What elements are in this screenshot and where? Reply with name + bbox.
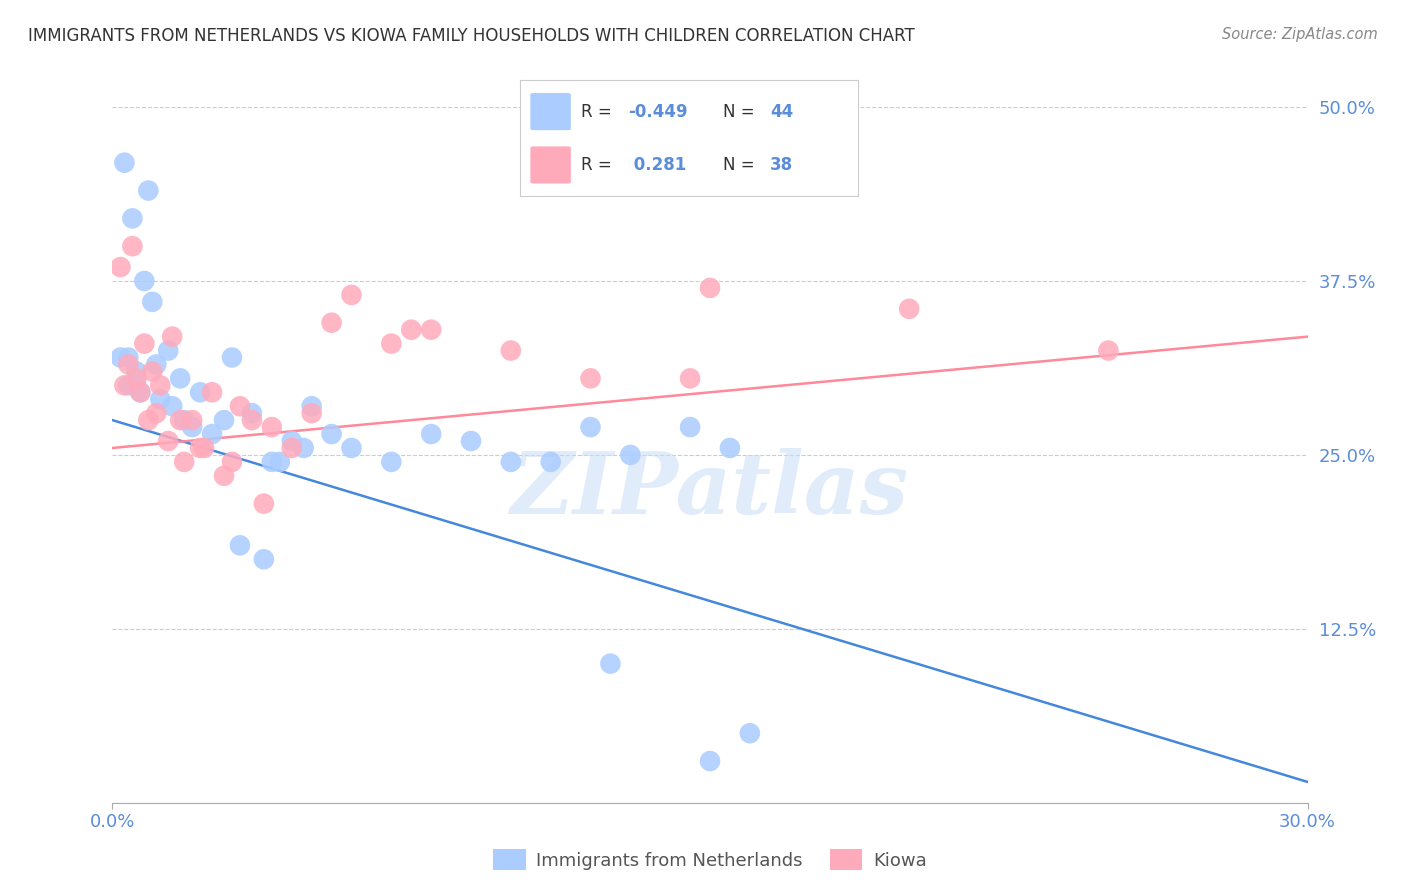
- Point: [240, 413, 263, 427]
- Point: [301, 406, 323, 420]
- Point: [281, 441, 304, 455]
- Point: [212, 468, 235, 483]
- Point: [149, 392, 172, 407]
- Point: [149, 378, 172, 392]
- Text: R =: R =: [581, 103, 617, 120]
- Point: [301, 399, 323, 413]
- Point: [110, 351, 132, 365]
- Text: 44: 44: [770, 103, 793, 120]
- Point: [738, 726, 761, 740]
- Text: R =: R =: [581, 156, 617, 174]
- Point: [117, 378, 139, 392]
- FancyBboxPatch shape: [530, 93, 571, 130]
- Text: ZIPatlas: ZIPatlas: [510, 448, 910, 532]
- Point: [125, 378, 148, 392]
- Text: N =: N =: [723, 103, 759, 120]
- Point: [181, 413, 204, 427]
- Point: [420, 323, 443, 337]
- Point: [212, 413, 235, 427]
- Point: [321, 316, 343, 330]
- Point: [292, 441, 315, 455]
- Point: [619, 448, 641, 462]
- Point: [134, 336, 156, 351]
- Text: 38: 38: [770, 156, 793, 174]
- Point: [599, 657, 621, 671]
- Point: [401, 323, 423, 337]
- Point: [499, 343, 522, 358]
- Point: [162, 329, 183, 343]
- Point: [201, 427, 224, 442]
- Point: [201, 385, 224, 400]
- Point: [579, 420, 602, 434]
- Point: [121, 211, 143, 226]
- Point: [380, 455, 402, 469]
- Text: N =: N =: [723, 156, 759, 174]
- Point: [340, 288, 363, 302]
- Point: [134, 274, 156, 288]
- Point: [173, 455, 195, 469]
- Point: [718, 441, 741, 455]
- Point: [898, 301, 921, 316]
- Point: [157, 434, 180, 448]
- Point: [540, 455, 562, 469]
- Point: [253, 497, 276, 511]
- Point: [173, 413, 195, 427]
- Point: [117, 358, 139, 372]
- Point: [499, 455, 522, 469]
- Point: [114, 378, 135, 392]
- Point: [162, 399, 183, 413]
- Point: [193, 441, 215, 455]
- Text: 0.281: 0.281: [628, 156, 686, 174]
- Point: [321, 427, 343, 442]
- Point: [679, 420, 702, 434]
- Point: [110, 260, 132, 274]
- Text: Source: ZipAtlas.com: Source: ZipAtlas.com: [1222, 27, 1378, 42]
- Point: [141, 364, 163, 378]
- Point: [679, 371, 702, 385]
- Point: [240, 406, 263, 420]
- Point: [460, 434, 482, 448]
- Point: [138, 413, 160, 427]
- Text: IMMIGRANTS FROM NETHERLANDS VS KIOWA FAMILY HOUSEHOLDS WITH CHILDREN CORRELATION: IMMIGRANTS FROM NETHERLANDS VS KIOWA FAM…: [28, 27, 915, 45]
- Point: [340, 441, 363, 455]
- Legend: Immigrants from Netherlands, Kiowa: Immigrants from Netherlands, Kiowa: [486, 842, 934, 877]
- Point: [221, 455, 243, 469]
- Point: [1097, 343, 1119, 358]
- Point: [699, 754, 721, 768]
- FancyBboxPatch shape: [530, 146, 571, 184]
- Point: [229, 538, 252, 552]
- Point: [157, 343, 180, 358]
- Point: [699, 281, 721, 295]
- Point: [269, 455, 291, 469]
- Point: [260, 455, 283, 469]
- Point: [114, 155, 135, 169]
- Point: [138, 184, 160, 198]
- Point: [117, 351, 139, 365]
- Point: [253, 552, 276, 566]
- Point: [169, 371, 191, 385]
- Point: [129, 385, 152, 400]
- Point: [579, 371, 602, 385]
- Point: [169, 413, 191, 427]
- Point: [141, 294, 163, 309]
- Point: [420, 427, 443, 442]
- Point: [129, 385, 152, 400]
- Point: [125, 371, 148, 385]
- Point: [125, 364, 148, 378]
- Point: [188, 385, 211, 400]
- Point: [221, 351, 243, 365]
- Text: -0.449: -0.449: [628, 103, 688, 120]
- Point: [229, 399, 252, 413]
- Point: [121, 239, 143, 253]
- Point: [181, 420, 204, 434]
- Point: [281, 434, 304, 448]
- Point: [188, 441, 211, 455]
- Point: [260, 420, 283, 434]
- Point: [380, 336, 402, 351]
- Point: [145, 406, 167, 420]
- Point: [145, 358, 167, 372]
